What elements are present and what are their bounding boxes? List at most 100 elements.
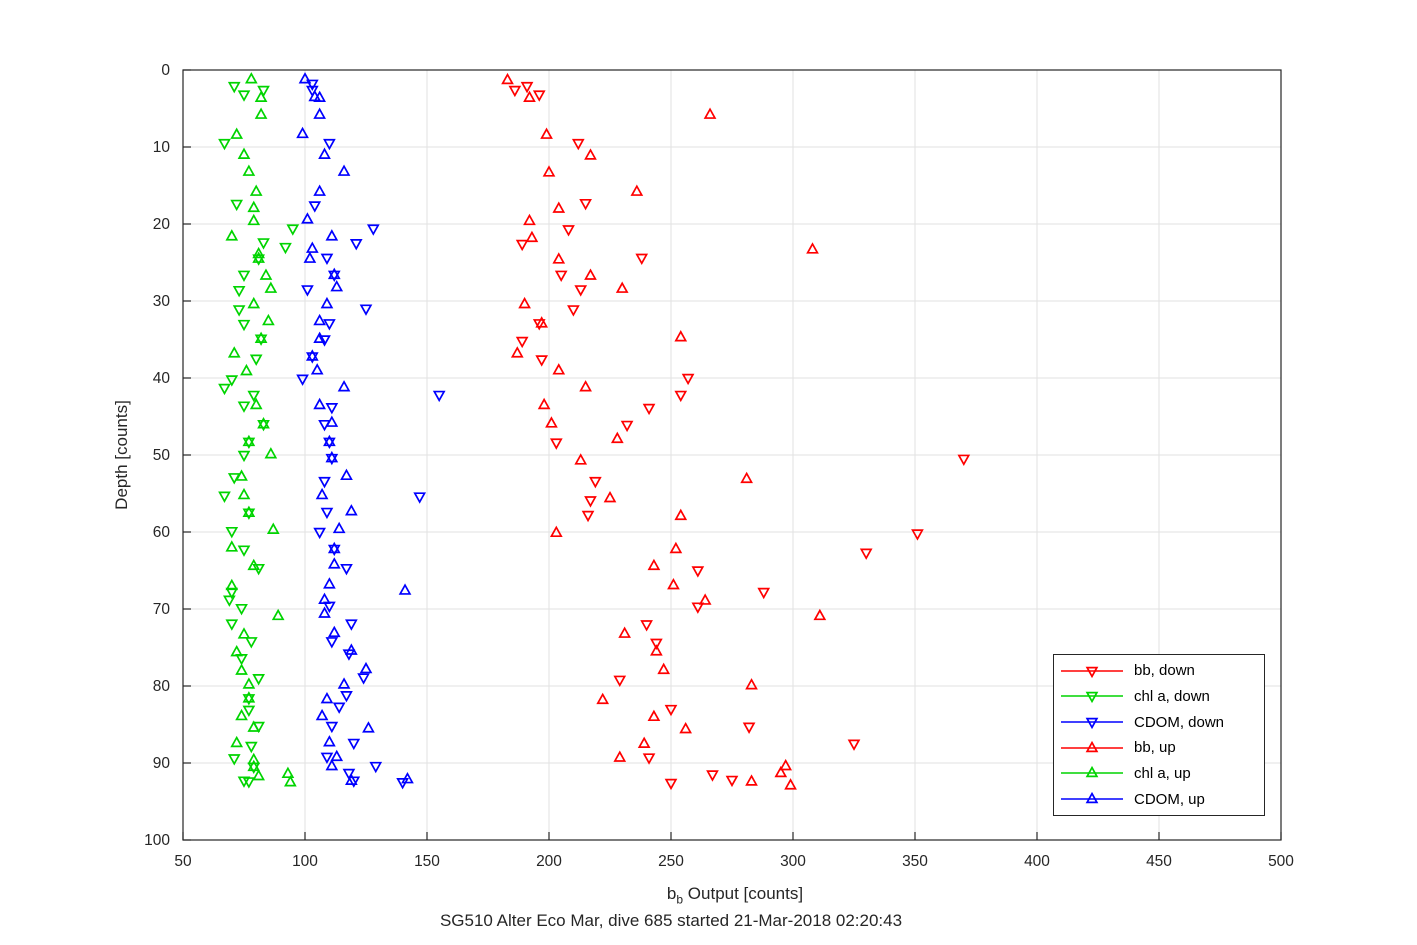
data-marker — [642, 403, 656, 416]
x-axis-label-rest: Output [counts] — [683, 884, 804, 903]
data-marker — [613, 750, 627, 762]
data-marker — [266, 522, 280, 534]
legend-triangle-up-icon — [1061, 766, 1123, 778]
legend-label: chl a, down — [1134, 687, 1210, 705]
data-marker — [225, 526, 239, 539]
data-marker — [332, 702, 346, 714]
data-marker — [398, 583, 412, 595]
data-marker — [323, 577, 336, 589]
data-marker — [230, 644, 244, 657]
data-marker — [535, 355, 549, 367]
data-marker — [540, 127, 553, 139]
data-marker — [330, 279, 344, 292]
data-marker — [325, 450, 339, 463]
y-axis-label: Depth [counts] — [112, 400, 131, 510]
data-marker — [369, 761, 383, 774]
data-marker — [510, 346, 524, 358]
data-marker — [323, 138, 336, 151]
data-marker — [313, 107, 326, 119]
data-marker — [413, 492, 427, 504]
legend-item: CDOM, down — [1054, 710, 1264, 735]
data-marker — [235, 469, 248, 481]
data-marker — [847, 739, 861, 751]
data-marker — [340, 468, 353, 481]
data-marker — [237, 545, 251, 557]
data-marker — [254, 334, 268, 346]
data-marker — [318, 335, 331, 347]
data-marker — [610, 431, 624, 444]
data-marker — [327, 270, 341, 282]
data-marker — [259, 268, 273, 280]
data-marker — [325, 453, 339, 466]
data-marker — [523, 90, 536, 102]
data-marker — [340, 563, 353, 576]
data-marker — [218, 491, 231, 503]
x-axis-label-base: b — [666, 884, 677, 903]
data-marker — [240, 363, 253, 376]
data-marker — [318, 592, 331, 605]
data-marker — [596, 692, 610, 705]
x-tick-label: 450 — [1146, 853, 1172, 870]
y-tick-label: 0 — [161, 62, 170, 79]
data-marker — [227, 754, 241, 766]
data-marker — [247, 558, 261, 571]
data-marker — [859, 548, 873, 560]
data-marker — [706, 770, 719, 782]
data-marker — [667, 577, 680, 590]
data-marker — [320, 507, 334, 520]
data-marker — [247, 752, 261, 765]
data-marker — [257, 417, 270, 429]
data-marker — [650, 638, 663, 651]
data-marker — [323, 437, 336, 450]
data-marker — [320, 691, 334, 704]
data-marker — [615, 281, 629, 293]
data-marker — [237, 270, 251, 282]
data-marker — [303, 251, 317, 263]
data-marker — [247, 390, 261, 403]
data-marker — [520, 81, 534, 94]
legend-triangle-up-icon — [1061, 791, 1123, 804]
legend-label: CDOM, up — [1134, 790, 1205, 808]
data-marker — [549, 438, 563, 450]
data-marker — [242, 434, 256, 447]
data-marker — [327, 267, 341, 280]
data-marker — [247, 720, 261, 732]
legend-box: bb, down chl a, down CDOM, down bb, up chl a… — [1053, 654, 1265, 816]
data-marker — [603, 490, 617, 503]
y-tick-label: 40 — [153, 370, 171, 387]
data-marker — [305, 79, 319, 92]
data-marker — [664, 704, 678, 717]
legend-item: chl a, up — [1054, 761, 1264, 786]
data-marker — [647, 558, 661, 571]
data-marker — [401, 772, 414, 784]
data-marker — [247, 200, 261, 213]
y-tick-label: 60 — [153, 524, 171, 541]
data-marker — [357, 673, 370, 685]
data-marker — [911, 529, 924, 541]
data-marker — [523, 213, 536, 226]
data-marker — [313, 90, 326, 102]
data-marker — [242, 705, 256, 718]
data-marker — [230, 735, 244, 748]
data-marker — [508, 85, 522, 98]
data-marker — [242, 437, 256, 450]
x-tick-label: 200 — [536, 853, 562, 870]
data-marker — [225, 229, 239, 241]
data-marker — [515, 239, 529, 252]
data-marker — [518, 296, 531, 309]
data-marker — [584, 496, 597, 508]
data-marker — [584, 268, 597, 280]
y-tick-label: 50 — [153, 447, 171, 464]
data-marker — [242, 164, 256, 176]
data-marker — [296, 374, 309, 386]
data-marker — [742, 722, 756, 734]
data-marker — [252, 768, 265, 781]
data-marker — [279, 242, 292, 255]
data-marker — [225, 619, 239, 631]
data-marker — [806, 242, 819, 254]
data-marker — [745, 678, 758, 690]
data-marker — [223, 595, 236, 607]
legend-label: bb, down — [1134, 662, 1195, 680]
data-marker — [237, 319, 251, 332]
data-marker — [264, 447, 278, 459]
